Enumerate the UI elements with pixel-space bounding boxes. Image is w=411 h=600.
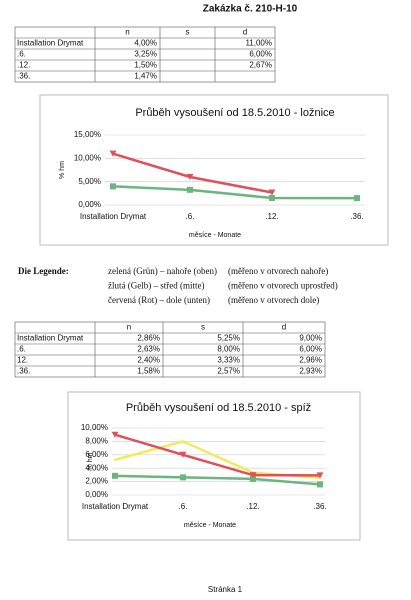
y-axis-label: % hm xyxy=(59,161,66,179)
chart-title: Průběh vysoušení od 18.5.2010 - ložnice xyxy=(135,107,334,119)
point xyxy=(110,183,116,190)
point xyxy=(187,186,193,193)
point xyxy=(179,451,187,458)
x-axis-label: měsíce - Monate xyxy=(189,232,241,239)
y-tick-label: 2,00% xyxy=(85,477,108,486)
x-tick-label: .36. xyxy=(350,212,363,221)
point xyxy=(268,189,276,196)
table-cell: 6,00% xyxy=(249,50,272,59)
chart-frame xyxy=(39,94,389,246)
table-cell: 2,40% xyxy=(137,356,160,365)
series-line xyxy=(114,440,321,480)
y-tick-label: 0,00% xyxy=(78,200,101,209)
table-cell: 3,33% xyxy=(217,356,240,365)
y-tick-label: 4,00% xyxy=(85,463,108,472)
point xyxy=(317,481,323,488)
table-cell: 1,58% xyxy=(137,367,160,376)
table-header: n xyxy=(125,28,129,37)
legend-note: (měřeno v otvorech dole) xyxy=(228,295,319,305)
table-header: s xyxy=(201,323,205,332)
y-tick-label: 6,00% xyxy=(85,450,108,459)
y-tick-label: 10,00% xyxy=(81,423,108,432)
table-cell: 11,00% xyxy=(245,39,272,48)
legend-line: žlutá (Gelb) – střed (mitte) xyxy=(108,281,204,291)
legend-note: (měřeno v otvorech uprostřed) xyxy=(228,281,338,291)
table-header: s xyxy=(186,28,190,37)
row-label: .36. xyxy=(17,367,30,376)
table-header: n xyxy=(127,323,131,332)
legend-note: (měřeno v otvorech nahoře) xyxy=(228,266,328,276)
table-frame xyxy=(14,26,276,83)
point xyxy=(250,475,256,482)
point xyxy=(111,431,119,438)
table-cell: 8,00% xyxy=(217,345,240,354)
point xyxy=(113,458,117,462)
table-cell: 5,25% xyxy=(217,334,240,343)
point xyxy=(316,472,324,479)
row-label: .6. xyxy=(17,50,26,59)
x-tick-label: .12. xyxy=(265,212,278,221)
row-label: Installation Drymat xyxy=(17,334,84,343)
row-label: .12. xyxy=(17,61,30,70)
table-frame xyxy=(14,321,326,378)
x-tick-label: .36. xyxy=(313,502,326,511)
y-tick-label: 8,00% xyxy=(85,437,108,446)
row-label: .6. xyxy=(17,345,26,354)
table-cell: 1,50% xyxy=(134,61,157,70)
chart-title: Průběh vysoušení od 18.5.2010 - spíž xyxy=(126,402,311,414)
table-cell: 2,93% xyxy=(299,367,322,376)
x-tick-label: .12. xyxy=(246,502,259,511)
x-tick-label: .6. xyxy=(179,502,188,511)
series-line xyxy=(112,185,358,200)
table-cell: 2,86% xyxy=(137,334,160,343)
table-cell: 4,00% xyxy=(134,39,157,48)
table-cell: 2,57% xyxy=(217,367,240,376)
x-tick-label: Installation Drymat xyxy=(80,212,147,221)
table-cell: 2,96% xyxy=(299,356,322,365)
point xyxy=(180,474,186,481)
row-label: .36. xyxy=(17,72,30,81)
row-label: 12. xyxy=(17,356,28,365)
table-cell: 9,00% xyxy=(299,334,322,343)
doc-title: Zakázka č. 210-H-10 xyxy=(203,4,298,15)
point xyxy=(109,150,117,157)
table-cell: 6,00% xyxy=(299,345,322,354)
table-cell: 3,25% xyxy=(134,50,157,59)
x-tick-label: .6. xyxy=(186,212,195,221)
y-tick-label: 10,00% xyxy=(74,153,101,162)
legend-line: zelená (Grün) – nahoře (oben) xyxy=(108,266,217,276)
legend-line: červená (Rot) – dole (unten) xyxy=(108,295,210,305)
x-axis-label: měsíce - Monate xyxy=(184,522,236,529)
table-cell: 1,47% xyxy=(134,72,157,81)
table-header: d xyxy=(282,323,286,332)
y-tick-label: 5,00% xyxy=(78,177,101,186)
x-tick-label: Installation Drymat xyxy=(82,502,149,511)
series-line xyxy=(114,474,321,486)
table-cell: 2,67% xyxy=(249,61,272,70)
point xyxy=(186,174,194,180)
point xyxy=(269,195,275,201)
y-tick-label: 15,00% xyxy=(74,130,101,139)
table-cell: 2,63% xyxy=(137,345,160,354)
point xyxy=(112,472,118,479)
row-label: Installation Drymat xyxy=(17,39,84,48)
table-header: d xyxy=(243,28,247,37)
point xyxy=(249,472,257,479)
y-tick-label: 0,00% xyxy=(85,490,108,499)
series-line xyxy=(114,433,321,477)
y-axis-label: % hm xyxy=(87,452,94,470)
footer: Stránka 1 xyxy=(208,585,243,594)
point xyxy=(354,195,360,202)
point xyxy=(181,440,185,443)
chart-frame xyxy=(67,391,361,541)
legend-title: Die Legende: xyxy=(18,266,69,276)
